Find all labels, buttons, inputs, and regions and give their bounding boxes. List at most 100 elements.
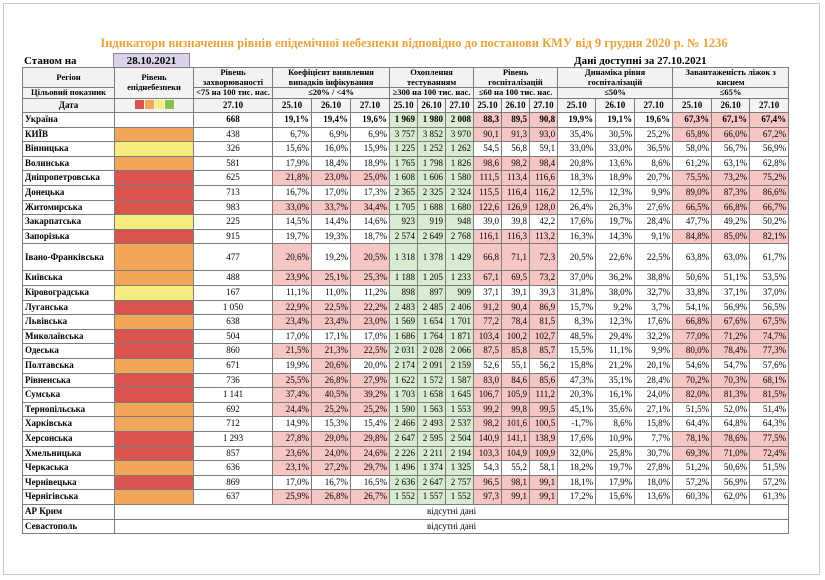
legend-orange-swatch bbox=[144, 99, 154, 109]
detection-value: 25,3% bbox=[349, 270, 391, 287]
hosp-dynamics-value: 30,5% bbox=[595, 126, 636, 143]
testing-value: 2 325 bbox=[417, 185, 447, 201]
oxygen-value: 86,6% bbox=[749, 185, 790, 201]
oxygen-value: 78,4% bbox=[711, 343, 751, 359]
detection-value: 20,0% bbox=[349, 358, 391, 374]
detection-value: 17,0% bbox=[349, 328, 391, 345]
table-row: Чернігівська 637 25,9% 26,8% 26,7% 1 552 1 557… bbox=[22, 489, 790, 505]
hosp-value: 98,6 bbox=[473, 155, 503, 172]
detection-value: 34,4% bbox=[349, 199, 391, 216]
detection-value: 20,6% bbox=[311, 358, 351, 374]
detection-value: 22,2% bbox=[349, 299, 391, 316]
hosp-value: 99,1 bbox=[529, 489, 559, 505]
hosp-value: 140,9 bbox=[473, 430, 503, 447]
hosp-dynamics-value: 28,4% bbox=[634, 372, 674, 389]
detection-value: 17,0% bbox=[272, 474, 312, 491]
table-row: Черкаська 636 23,1% 27,2% 29,7% 1 496 1 374 1 3… bbox=[22, 460, 790, 476]
hosp-value: 56,8 bbox=[501, 141, 531, 157]
oxygen-value: 77,5% bbox=[749, 430, 790, 447]
detection-value: 26,7% bbox=[349, 489, 391, 505]
hosp-value: 99,1 bbox=[501, 489, 531, 505]
detection-value: 20,5% bbox=[349, 243, 391, 272]
region-name: Вінницька bbox=[22, 141, 115, 157]
hosp-value: 83,0 bbox=[473, 372, 503, 389]
region-name: Львівська bbox=[22, 314, 115, 330]
testing-value: 1 658 bbox=[417, 387, 447, 403]
testing-value: 1 701 bbox=[445, 314, 475, 330]
header-target: Цільовий показник bbox=[22, 87, 115, 99]
detection-value: 19,3% bbox=[311, 228, 351, 245]
level-legend bbox=[114, 97, 194, 114]
oxygen-value: 61,3% bbox=[749, 489, 790, 505]
detection-value: 37,4% bbox=[272, 387, 312, 403]
hosp-value: 91,3 bbox=[501, 126, 531, 143]
table-row: Севастополь відсутні дані bbox=[22, 518, 790, 535]
hosp-value: 98,1 bbox=[501, 474, 531, 491]
oxygen-value: 50,6% bbox=[672, 270, 713, 287]
incidence-value: 488 bbox=[193, 270, 273, 287]
region-name: Запорізька bbox=[22, 228, 115, 245]
detection-value: 16,7% bbox=[272, 185, 312, 201]
oxygen-value: 56,9% bbox=[749, 141, 790, 157]
region-name: Тернопільська bbox=[22, 401, 115, 418]
hosp-value: 81,5 bbox=[529, 314, 559, 330]
hosp-value: 100,2 bbox=[501, 328, 531, 345]
level-cell bbox=[114, 328, 194, 345]
oxygen-value: 66,0% bbox=[711, 126, 751, 143]
header-incidence: Рівень захворюваності bbox=[193, 67, 273, 88]
incidence-value: 438 bbox=[193, 126, 273, 143]
detection-value: 18,4% bbox=[311, 155, 351, 172]
testing-value: 898 bbox=[389, 285, 419, 301]
hosp-dynamics-value: 38,0% bbox=[595, 285, 636, 301]
level-cell bbox=[114, 285, 194, 301]
testing-value: 2 028 bbox=[417, 343, 447, 359]
oxygen-value: 61,7% bbox=[749, 243, 790, 272]
region-name: Чернівецька bbox=[22, 474, 115, 491]
oxygen-value: 60,3% bbox=[672, 489, 713, 505]
incidence-value: 326 bbox=[193, 141, 273, 157]
table-row: Кіровоградська 167 11,1% 11,0% 11,2% 898 897 90… bbox=[22, 285, 790, 301]
oxygen-value: 64,4% bbox=[672, 416, 713, 432]
incidence-value: 713 bbox=[193, 185, 273, 201]
hosp-dynamics-value: 33,0% bbox=[557, 141, 597, 157]
hosp-dynamics-value: 47,3% bbox=[557, 372, 597, 389]
detection-value: 19,1% bbox=[272, 112, 312, 128]
testing-value: 2 031 bbox=[389, 343, 419, 359]
hosp-dynamics-value: 15,8% bbox=[634, 416, 674, 432]
hosp-value: 98,4 bbox=[529, 155, 559, 172]
hosp-value: 85,7 bbox=[529, 343, 559, 359]
testing-value: 1 705 bbox=[389, 199, 419, 216]
level-cell bbox=[114, 228, 194, 245]
hosp-dynamics-value: 18,0% bbox=[634, 474, 674, 491]
oxygen-value: 66,8% bbox=[672, 314, 713, 330]
hosp-dynamics-value: 13,6% bbox=[595, 155, 636, 172]
detection-value: 25,5% bbox=[272, 372, 312, 389]
hosp-dynamics-value: 30,7% bbox=[634, 445, 674, 462]
testing-value: 1 590 bbox=[389, 401, 419, 418]
hosp-dynamics-value: 18,3% bbox=[557, 170, 597, 187]
oxygen-value: 71,2% bbox=[711, 328, 751, 345]
testing-value: 909 bbox=[445, 285, 475, 301]
incidence-value: 869 bbox=[193, 474, 273, 491]
hosp-dynamics-value: 14,3% bbox=[595, 228, 636, 245]
hosp-value: 116,2 bbox=[529, 185, 559, 201]
oxygen-value: 77,3% bbox=[749, 343, 790, 359]
testing-value: 2 493 bbox=[417, 416, 447, 432]
detection-value: 11,1% bbox=[272, 285, 312, 301]
hosp-dynamics-value: 10,9% bbox=[595, 430, 636, 447]
hosp-value: 99,1 bbox=[529, 474, 559, 491]
region-name: КИЇВ bbox=[22, 126, 115, 143]
hosp-dynamics-value: 25,2% bbox=[634, 126, 674, 143]
oxygen-value: 66,7% bbox=[749, 199, 790, 216]
detection-value: 27,2% bbox=[311, 460, 351, 476]
hosp-value: 99,8 bbox=[501, 401, 531, 418]
target-hosp: ≤60 на 100 тис. нас. bbox=[473, 87, 559, 99]
detection-value: 20,6% bbox=[272, 243, 312, 272]
hosp-dynamics-value: 26,3% bbox=[595, 199, 636, 216]
region-name: Хмельницька bbox=[22, 445, 115, 462]
region-name: Харківська bbox=[22, 416, 115, 432]
testing-value: 1 608 bbox=[389, 170, 419, 187]
table-row: Закарпатська 225 14,5% 14,4% 14,6% 923 919 948 3… bbox=[22, 214, 790, 230]
date-col-2-0: 25.10 bbox=[473, 97, 503, 114]
oxygen-value: 62,8% bbox=[749, 155, 790, 172]
